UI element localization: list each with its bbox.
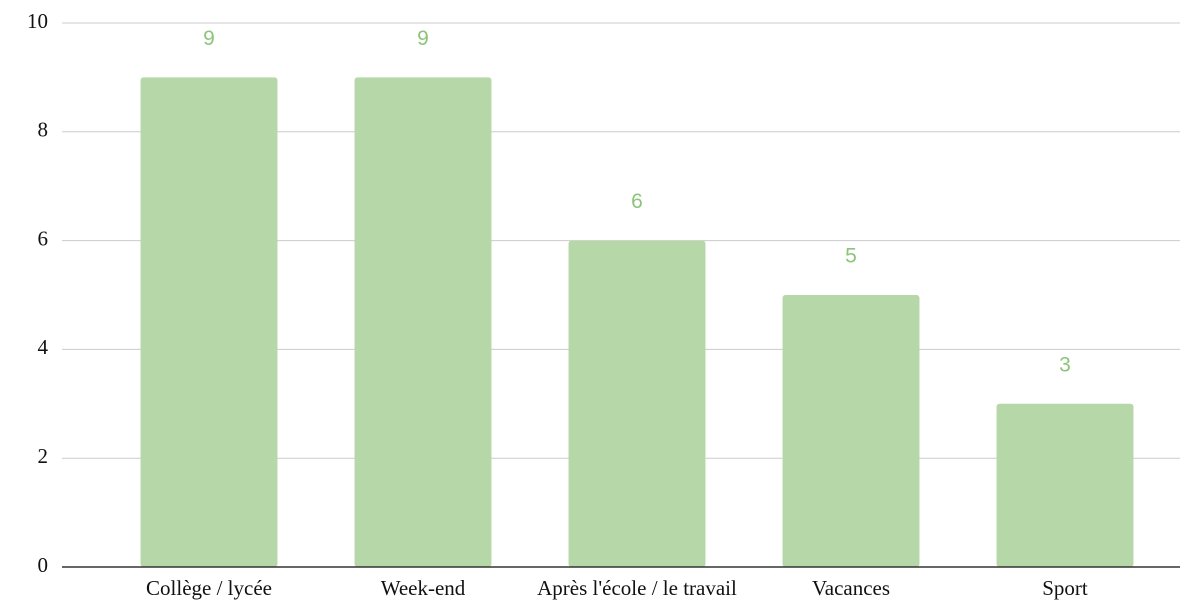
y-tick-label: 10 [27, 9, 48, 33]
data-label: 5 [845, 245, 857, 268]
bar [354, 77, 492, 568]
y-tick-label: 0 [38, 553, 49, 577]
bar [140, 77, 278, 568]
bar [782, 295, 920, 567]
y-tick-label: 2 [38, 444, 49, 468]
y-tick-label: 4 [38, 335, 49, 359]
x-tick-label: Sport [1042, 576, 1088, 600]
data-label: 9 [417, 27, 429, 50]
data-label: 9 [203, 27, 215, 50]
data-label: 3 [1059, 353, 1071, 376]
x-tick-label: Collège / lycée [146, 576, 272, 600]
bar [996, 403, 1134, 567]
x-tick-label: Week-end [381, 576, 466, 600]
data-label: 6 [631, 190, 643, 213]
x-tick-label: Après l'école / le travail [537, 576, 737, 600]
bar [568, 240, 706, 567]
y-tick-label: 8 [38, 118, 49, 142]
x-tick-label: Vacances [812, 576, 890, 600]
y-tick-label: 6 [38, 226, 49, 250]
